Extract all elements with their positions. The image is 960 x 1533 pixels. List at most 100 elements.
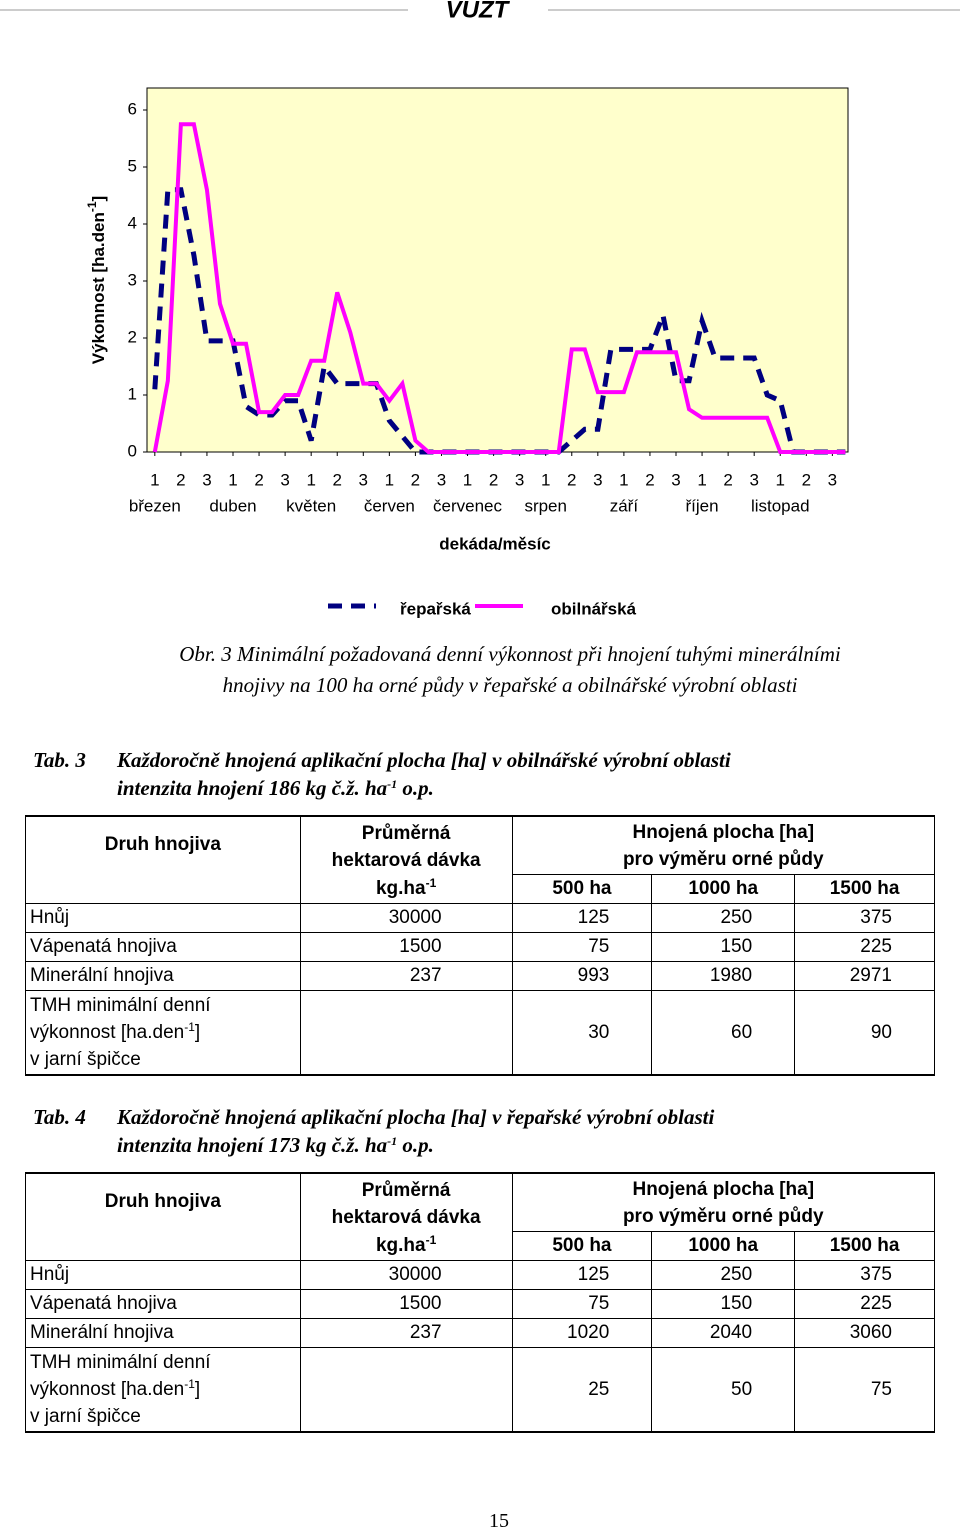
table-row: TMH minimální denní výkonnost [ha.den-1] v… — [25, 989, 935, 1076]
month-label: červenec — [433, 496, 502, 515]
table-row: Hnůj 30000 125 250 375 — [25, 1259, 935, 1290]
caption-line: hnojivy na 100 ha orné půdy v řepařské a… — [222, 673, 798, 697]
x-tick-label: 1 — [541, 470, 550, 489]
table-cell: 50 — [651, 1346, 796, 1433]
header-line: pro výměru orné půdy — [622, 1206, 824, 1228]
table-cell: 993 — [511, 960, 653, 991]
table-cell: 225 — [794, 1288, 935, 1319]
unit-sup: -1 — [425, 1232, 437, 1247]
y-tick-label: 0 — [128, 441, 137, 460]
table-subtitle: intenzita hnojení 186 kg č.ž. ha-1 o.p. — [117, 776, 434, 801]
table-title: Každoročně hnojená aplikační plocha [ha]… — [117, 748, 731, 772]
y-tick-label: 3 — [128, 270, 137, 289]
y-tick-label: 6 — [128, 99, 137, 118]
cell-line: TMH minimální denní — [30, 994, 211, 1016]
header-cell: 1500 ha — [794, 1230, 935, 1261]
table-row: Vápenatá hnojiva 1500 75 150 225 — [25, 931, 935, 962]
x-tick-label: 2 — [411, 470, 420, 489]
cell-text: výkonnost [ha.den — [30, 1378, 185, 1400]
x-tick-label: 2 — [802, 470, 811, 489]
unit-text: kg.ha — [375, 1234, 426, 1256]
y-tick-label: 4 — [128, 213, 137, 232]
x-tick-label: 3 — [593, 470, 602, 489]
header-line: hektarová dávka — [331, 849, 481, 871]
x-tick-label: 3 — [749, 470, 758, 489]
table-cell — [299, 1346, 513, 1433]
table-cell: 1500 — [299, 1288, 513, 1319]
x-tick-label: 3 — [828, 470, 837, 489]
table-cell: Hnůj — [25, 1259, 301, 1290]
cell-line: v jarní špičce — [30, 1405, 141, 1427]
x-tick-label: 3 — [671, 470, 680, 489]
header-row: kg.ha-1 500 ha 1000 ha 1500 ha — [26, 873, 935, 904]
table-cell — [299, 989, 513, 1076]
y-tick-label: 1 — [128, 384, 137, 403]
table-cell: 125 — [511, 1259, 653, 1290]
table-cell: 375 — [794, 902, 935, 933]
table-cell: 1980 — [651, 960, 796, 991]
table-cell: 30000 — [299, 1259, 513, 1290]
header-line: Hnojená plocha [ha] — [632, 822, 815, 844]
header-cell: kg.ha-1 — [299, 1231, 513, 1261]
unit-sup: -1 — [425, 875, 437, 890]
y-axis-label-text: Výkonnost [ha.den — [89, 212, 108, 364]
header-line: hektarová dávka — [331, 1206, 481, 1228]
plot-area — [146, 87, 849, 453]
table-cell: Vápenatá hnojiva — [25, 931, 301, 962]
cell-line: výkonnost [ha.den-1] — [30, 1019, 296, 1046]
header-cell: 1000 ha — [651, 1230, 796, 1261]
y-tick-label: 2 — [128, 327, 137, 346]
legend-label: obilnářská — [551, 599, 637, 618]
month-label: listopad — [751, 496, 810, 515]
month-label: září — [610, 496, 639, 515]
header-cell: Druh hnojiva — [25, 815, 301, 904]
x-tick-label: 2 — [176, 470, 185, 489]
table-cell: 237 — [299, 1317, 513, 1348]
table-cell: 1020 — [511, 1317, 653, 1348]
subtitle-text: intenzita hnojení 186 kg č.ž. ha — [117, 776, 388, 800]
cell-line: v jarní špičce — [30, 1048, 141, 1070]
month-label: srpen — [524, 496, 567, 515]
table-cell: 237 — [299, 960, 513, 991]
subtitle-sup: -1 — [387, 1134, 398, 1148]
header-line: Průměrná — [361, 1179, 451, 1201]
x-tick-label: 2 — [489, 470, 498, 489]
table-row: Minerální hnojiva 237 993 1980 2971 — [25, 960, 935, 991]
x-tick-label: 2 — [332, 470, 341, 489]
table-cell: 60 — [651, 989, 796, 1076]
header-line: Průměrná — [361, 822, 451, 844]
table-cell: 125 — [511, 902, 653, 933]
table-label: Tab. 4 — [33, 1105, 86, 1129]
cell-text: ] — [194, 1021, 201, 1043]
table-cell: 2040 — [651, 1317, 796, 1348]
cell-line: výkonnost [ha.den-1] — [30, 1376, 296, 1403]
x-tick-label: 3 — [202, 470, 211, 489]
header-cell: 1500 ha — [794, 873, 935, 904]
header-cell: Průměrná hektarová dávka — [299, 1172, 513, 1231]
data-table: Druh hnojiva Průměrná hektarová dávka Hnoje… — [25, 815, 936, 1076]
y-axis-label: Výkonnost [ha.den-1] — [85, 196, 108, 364]
x-tick-label: 2 — [723, 470, 732, 489]
cell-sup: -1 — [184, 1019, 195, 1034]
subtitle-end: o.p. — [397, 1133, 434, 1157]
x-tick-label: 3 — [359, 470, 368, 489]
month-label: říjen — [686, 496, 719, 515]
table-cell: Hnůj — [25, 902, 301, 933]
table-row: TMH minimální denní výkonnost [ha.den-1] v… — [25, 1346, 935, 1433]
header-cell: Hnojená plocha [ha] pro výměru orné půdy — [511, 1172, 936, 1232]
table-cell: 2971 — [794, 960, 935, 991]
table-cell: 75 — [511, 931, 653, 962]
legend-label: řepařská — [400, 599, 471, 618]
x-tick-label: 1 — [776, 470, 785, 489]
table-cell: 90 — [794, 989, 935, 1076]
table-cell: 3060 — [794, 1317, 935, 1348]
table-cell: Minerální hnojiva — [25, 1317, 301, 1348]
table-row: Hnůj 30000 125 250 375 — [25, 902, 935, 933]
table-cell: 250 — [651, 902, 796, 933]
x-tick-label: 1 — [697, 470, 706, 489]
x-tick-label: 1 — [463, 470, 472, 489]
table-cell: 225 — [794, 931, 935, 962]
y-axis-label-sup: -1 — [85, 201, 99, 212]
